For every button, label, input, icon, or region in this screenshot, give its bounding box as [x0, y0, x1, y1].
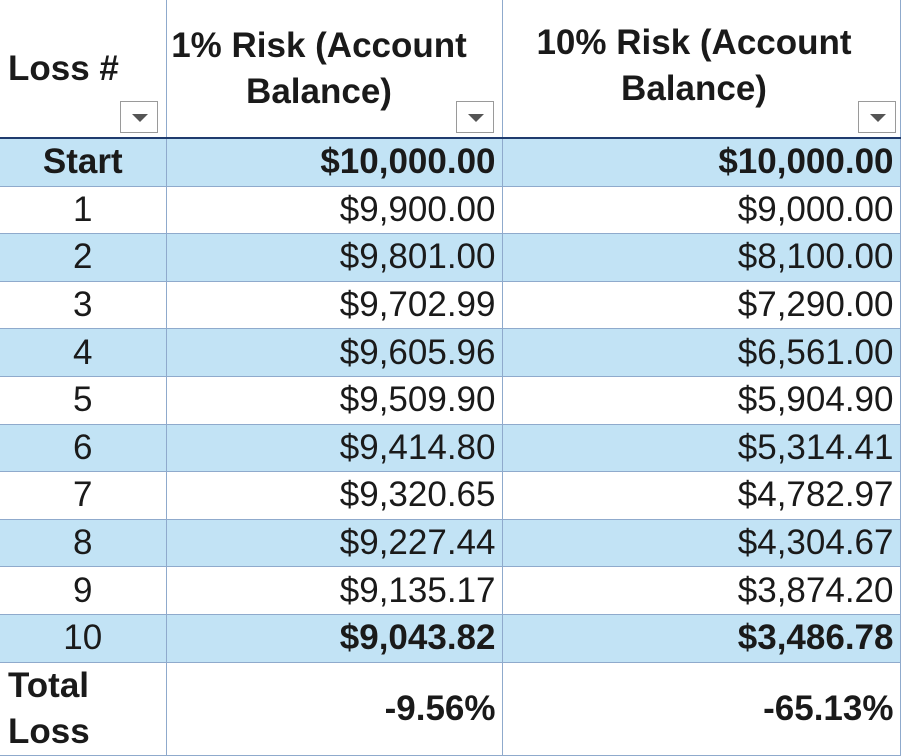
loss-cell[interactable]: 6 [0, 423, 167, 473]
risk1-cell[interactable]: $9,509.90 [165, 375, 503, 425]
table-row: 3 $9,702.99 $7,290.00 [0, 280, 901, 330]
risk10-cell[interactable]: $4,782.97 [501, 471, 901, 520]
risk1-cell[interactable]: $9,135.17 [165, 566, 503, 615]
loss-cell[interactable]: 3 [0, 280, 167, 330]
filter-dropdown-risk-1[interactable] [455, 101, 494, 133]
table-row: 5 $9,509.90 $5,904.90 [0, 375, 901, 425]
header-risk-10: 10% Risk (Account Balance) [501, 0, 901, 139]
header-label: 1% Risk (Account Balance) [171, 25, 467, 111]
loss-cell[interactable]: 7 [0, 471, 167, 520]
risk10-cell[interactable]: $4,304.67 [501, 518, 901, 568]
total-risk1-cell[interactable]: -9.56% [165, 661, 503, 756]
loss-cell[interactable]: 9 [0, 566, 167, 615]
risk10-cell[interactable]: $10,000.00 [501, 137, 901, 187]
header-label: 10% Risk (Account Balance) [536, 22, 852, 108]
risk10-cell[interactable]: $5,904.90 [501, 375, 901, 425]
table-row: 4 $9,605.96 $6,561.00 [0, 328, 901, 377]
loss-cell[interactable]: Start [0, 137, 167, 187]
risk1-cell[interactable]: $9,227.44 [165, 518, 503, 568]
risk10-cell[interactable]: $8,100.00 [501, 233, 901, 282]
risk1-cell[interactable]: $9,801.00 [165, 233, 503, 282]
loss-cell[interactable]: 1 [0, 185, 167, 235]
risk1-cell[interactable]: $10,000.00 [165, 137, 503, 187]
loss-cell[interactable]: 2 [0, 233, 167, 282]
risk1-cell[interactable]: $9,043.82 [165, 613, 503, 663]
header-label: Loss # [8, 48, 119, 88]
table-row: 2 $9,801.00 $8,100.00 [0, 233, 901, 282]
loss-cell[interactable]: 8 [0, 518, 167, 568]
header-loss-number: Loss # [0, 0, 167, 139]
risk1-cell[interactable]: $9,605.96 [165, 328, 503, 377]
risk1-cell[interactable]: $9,414.80 [165, 423, 503, 473]
risk1-cell[interactable]: $9,702.99 [165, 280, 503, 330]
risk1-cell[interactable]: $9,900.00 [165, 185, 503, 235]
risk10-cell[interactable]: $7,290.00 [501, 280, 901, 330]
filter-dropdown-loss-number[interactable] [119, 101, 158, 133]
filter-dropdown-risk-10[interactable] [857, 101, 896, 133]
risk10-cell[interactable]: $9,000.00 [501, 185, 901, 235]
total-row: Total Loss -9.56% -65.13% [0, 661, 901, 756]
risk10-cell[interactable]: $3,486.78 [501, 613, 901, 663]
table-row: 10 $9,043.82 $3,486.78 [0, 613, 901, 663]
header-row: Loss # 1% Risk (Account Balance) 10% Ris… [0, 0, 901, 139]
header-risk-1: 1% Risk (Account Balance) [165, 0, 503, 139]
total-risk10-cell[interactable]: -65.13% [501, 661, 901, 756]
risk10-cell[interactable]: $5,314.41 [501, 423, 901, 473]
loss-cell[interactable]: 10 [0, 613, 167, 663]
table-row: 7 $9,320.65 $4,782.97 [0, 471, 901, 520]
risk10-cell[interactable]: $6,561.00 [501, 328, 901, 377]
total-label-cell[interactable]: Total Loss [0, 661, 167, 756]
table-row: 6 $9,414.80 $5,314.41 [0, 423, 901, 473]
risk10-cell[interactable]: $3,874.20 [501, 566, 901, 615]
table-row: 8 $9,227.44 $4,304.67 [0, 518, 901, 568]
table-row: Start $10,000.00 $10,000.00 [0, 137, 901, 187]
loss-cell[interactable]: 5 [0, 375, 167, 425]
risk1-cell[interactable]: $9,320.65 [165, 471, 503, 520]
loss-cell[interactable]: 4 [0, 328, 167, 377]
table-row: 9 $9,135.17 $3,874.20 [0, 566, 901, 615]
table-row: 1 $9,900.00 $9,000.00 [0, 185, 901, 235]
